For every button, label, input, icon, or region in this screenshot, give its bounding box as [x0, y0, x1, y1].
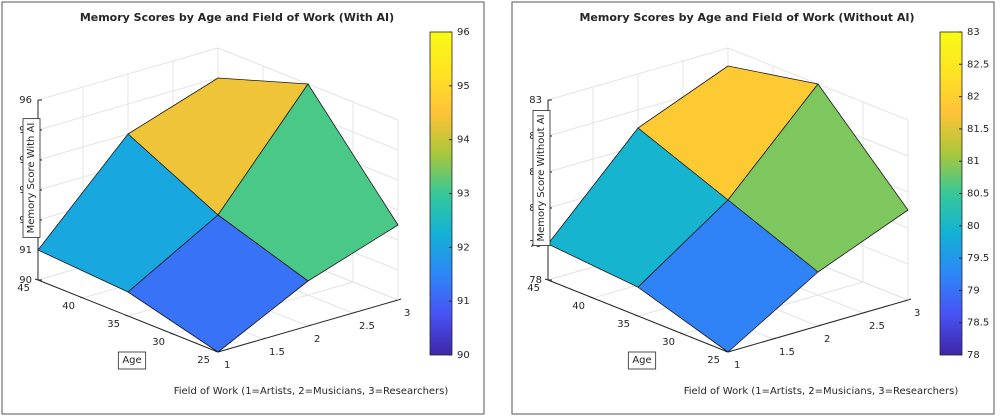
y-axis-label: Age — [122, 355, 141, 366]
colorbar-tick-label: 94 — [457, 135, 470, 146]
colorbar-tick-label: 93 — [457, 189, 470, 200]
x-tick-label: 1.5 — [779, 347, 795, 358]
x-tick-label: 2 — [314, 334, 320, 345]
x-tick-label: 3 — [914, 308, 920, 319]
colorbar-tick-label: 83 — [967, 27, 980, 38]
colorbar-tick-label: 96 — [457, 27, 470, 38]
colorbar-tick-label: 92 — [457, 242, 470, 253]
colorbar-tick-label: 95 — [457, 81, 470, 92]
grid-line — [547, 47, 729, 101]
colorbar — [429, 31, 453, 356]
x-axis — [217, 299, 399, 353]
colorbar-tick-label: 80.5 — [967, 189, 989, 200]
colorbar-tick-label: 82 — [967, 92, 980, 103]
colorbar-tick-label: 82.5 — [967, 59, 989, 70]
colorbar-tick-label: 79 — [967, 285, 980, 296]
grid-line — [37, 77, 219, 131]
x-tick-label: 2.5 — [359, 321, 375, 332]
x-tick-label: 1.5 — [269, 347, 285, 358]
colorbar-tick-label: 78.5 — [967, 318, 989, 329]
z-axis-label: Memory Score With AI — [26, 123, 37, 234]
z-tick-label: 91 — [19, 245, 32, 256]
x-axis-label: Field of Work (1=Artists, 2=Musicians, 3… — [684, 386, 959, 397]
y-tick-label: 45 — [527, 283, 540, 294]
colorbar — [939, 31, 963, 356]
z-axis-label: Memory Score Without AI — [536, 114, 547, 241]
z-tick-label: 83 — [529, 95, 542, 106]
y-tick-label: 40 — [572, 301, 585, 312]
y-axis — [37, 279, 219, 353]
x-tick-label: 2 — [824, 334, 830, 345]
chart-panel: 11.522.5325303540457879808182837878.5797… — [511, 1, 995, 415]
y-tick-label: 30 — [662, 337, 675, 348]
z-axis-label-box — [532, 110, 551, 246]
z-axis-label-box — [22, 118, 41, 238]
chart-title: Memory Scores by Age and Field of Work (… — [80, 11, 394, 24]
y-tick-label: 35 — [107, 319, 120, 330]
x-tick-label: 1 — [734, 360, 740, 371]
colorbar-tick-label: 80 — [967, 221, 980, 232]
grid-line — [37, 47, 219, 101]
z-tick-label: 96 — [19, 95, 32, 106]
surface-face — [127, 214, 309, 353]
colorbar-tick-label: 90 — [457, 350, 470, 361]
colorbar-tick-label: 78 — [967, 350, 980, 361]
x-tick-label: 3 — [404, 308, 410, 319]
y-tick-label: 25 — [197, 355, 210, 366]
x-tick-label: 1 — [224, 360, 230, 371]
y-tick-label: 35 — [617, 319, 630, 330]
y-axis-label: Age — [632, 355, 651, 366]
y-tick-label: 30 — [152, 337, 165, 348]
colorbar-tick-label: 81 — [967, 156, 980, 167]
y-tick-label: 40 — [62, 301, 75, 312]
x-tick-label: 2.5 — [869, 321, 885, 332]
colorbar-tick-label: 81.5 — [967, 124, 989, 135]
y-axis — [547, 279, 729, 353]
chart-panel: 11.522.532530354045909192939495969091929… — [1, 1, 485, 415]
x-axis — [727, 299, 909, 353]
z-tick-label: 90 — [19, 275, 32, 286]
x-axis-label: Field of Work (1=Artists, 2=Musicians, 3… — [174, 386, 449, 397]
chart-title: Memory Scores by Age and Field of Work (… — [579, 11, 914, 24]
y-tick-label: 45 — [17, 283, 30, 294]
colorbar-tick-label: 79.5 — [967, 253, 989, 264]
y-axis-label-box — [117, 351, 147, 370]
colorbar-tick-label: 91 — [457, 296, 470, 307]
surface-face — [637, 199, 819, 353]
y-axis-label-box — [627, 351, 657, 370]
y-tick-label: 25 — [707, 355, 720, 366]
z-tick-label: 78 — [529, 275, 542, 286]
